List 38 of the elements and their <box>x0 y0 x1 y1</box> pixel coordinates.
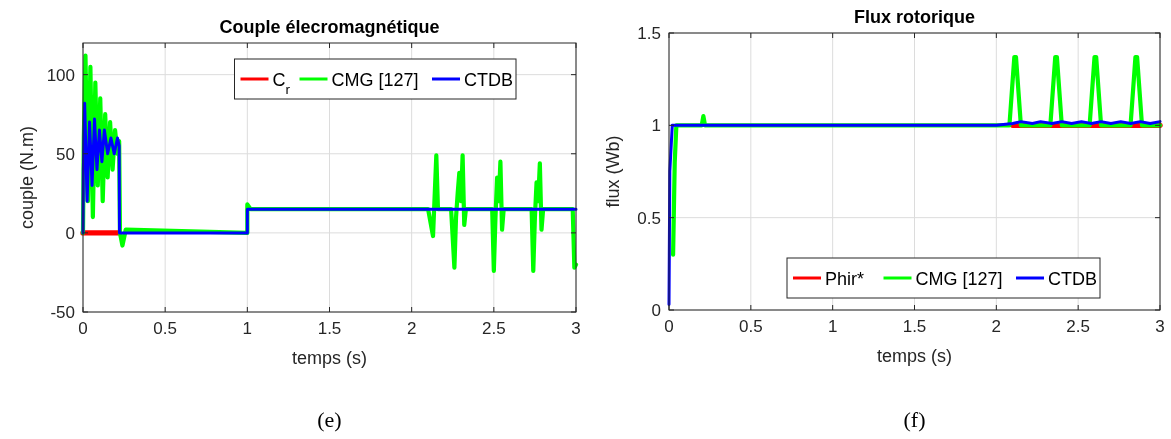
x-tick-label: 0 <box>664 317 674 336</box>
x-tick-label: 2 <box>991 317 1002 336</box>
x-tick-label: 1 <box>827 317 838 336</box>
chart-title: Flux rotorique <box>854 7 975 27</box>
line-series <box>667 120 1162 306</box>
x-tick-label: 2.5 <box>1066 317 1090 336</box>
x-tick-label: 0.5 <box>739 317 763 336</box>
chart-title: Couple élecromagnétique <box>219 17 440 37</box>
text: (f) <box>903 407 926 432</box>
y-tick-label: 0 <box>651 301 661 320</box>
y-tick-label: 0 <box>65 223 75 243</box>
x-axis-title: temps (s) <box>876 346 953 366</box>
y-tick-label: 0.5 <box>637 208 661 228</box>
y-tick-label: -50 <box>50 303 75 322</box>
x-tick-label: 3 <box>1155 317 1165 336</box>
y-tick-label: 1 <box>651 116 661 136</box>
legend-label: CMG [127] <box>915 269 1003 289</box>
x-tick-label: 1 <box>242 319 253 338</box>
x-tick-label: 0 <box>78 319 88 338</box>
x-tick-label: 3 <box>571 319 581 338</box>
legend-label: C$_{r}$ <box>272 70 291 97</box>
legend-label: Phir* <box>825 269 865 289</box>
text: (e) <box>317 407 342 432</box>
legend-label: CTDB <box>1048 269 1097 289</box>
x-tick-label: 1.5 <box>317 319 342 338</box>
y-tick-label: 50 <box>56 144 75 164</box>
line-series <box>81 101 578 235</box>
y-tick-label: 100 <box>46 65 75 85</box>
x-tick-label: 0.5 <box>153 319 177 338</box>
y-axis-title: flux (Wb) <box>603 135 623 208</box>
y-tick-label: 1.5 <box>637 24 661 43</box>
y-axis-title: couple (N.m) <box>17 125 37 230</box>
x-tick-label: 2.5 <box>482 319 506 338</box>
x-tick-label: 2 <box>406 319 417 338</box>
x-axis-title: temps (s) <box>291 348 368 368</box>
legend-label: CTDB <box>464 70 513 90</box>
x-tick-label: 1.5 <box>902 317 927 336</box>
legend-label: CMG [127] <box>331 70 419 90</box>
